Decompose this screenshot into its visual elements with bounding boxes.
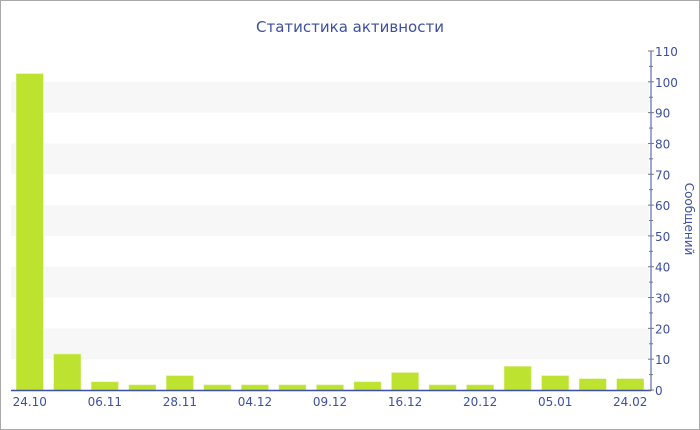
bar: [316, 384, 344, 391]
bar: [16, 73, 44, 391]
y-axis-label: Сообщений: [682, 183, 696, 256]
bar: [166, 375, 194, 391]
bar: [53, 353, 82, 391]
y-tick-label: 30: [655, 292, 670, 306]
bar: [428, 384, 457, 391]
grid-band: [11, 328, 649, 360]
grid-band: [11, 266, 649, 298]
bar: [466, 384, 494, 391]
y-tick-label: 50: [655, 230, 670, 244]
y-tick-label: 100: [655, 76, 678, 90]
x-tick-label: 24.02: [613, 395, 647, 409]
y-tick-label: 20: [655, 322, 670, 336]
x-tick-label: 09.12: [313, 395, 347, 409]
grid-band: [11, 143, 649, 175]
bar: [578, 378, 607, 391]
x-tick-label: 06.11: [88, 395, 122, 409]
bar: [616, 378, 644, 391]
x-tick-label: 16.12: [388, 395, 422, 409]
bar: [91, 381, 119, 391]
bar: [278, 384, 307, 391]
x-tick-label: 04.12: [238, 395, 272, 409]
bar: [241, 384, 269, 391]
grid-band: [11, 81, 649, 113]
bar: [391, 372, 419, 391]
grid-band: [11, 205, 649, 236]
x-tick-label: 24.10: [13, 395, 47, 409]
x-tick-label: 05.01: [538, 395, 572, 409]
y-tick-label: 60: [655, 199, 670, 213]
bar: [128, 384, 157, 391]
y-tick-label: 40: [655, 261, 670, 275]
x-tick-label: 28.11: [163, 395, 197, 409]
y-tick-label: 90: [655, 107, 670, 121]
bar: [203, 384, 232, 391]
x-tick-label: 20.12: [463, 395, 497, 409]
y-tick-label: 80: [655, 137, 670, 151]
bar: [541, 375, 569, 391]
y-tick-label: 110: [655, 45, 678, 59]
y-tick-label: 0: [655, 384, 663, 398]
bar: [353, 381, 382, 391]
y-tick-label: 70: [655, 168, 670, 182]
chart-title: Статистика активности: [256, 18, 444, 36]
y-tick-label: 10: [655, 353, 670, 367]
bar: [503, 366, 532, 391]
